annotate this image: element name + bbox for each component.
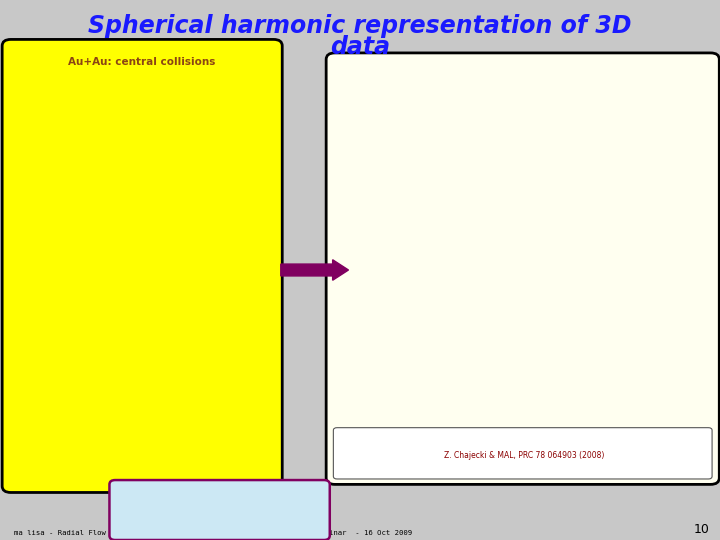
Text: data: data [330, 35, 390, 59]
Legend: experimental CF, fit to exp. CF: experimental CF, fit to exp. CF [199, 202, 260, 220]
Text: $C(Q_{long})$: $C(Q_{long})$ [54, 349, 92, 364]
Text: Au+Au: central collisions: Au+Au: central collisions [68, 57, 215, 67]
Title: $Re\{A^2_2\}$: $Re\{A^2_2\}$ [596, 233, 631, 248]
Text: $C(Q_{out})$: $C(Q_{out})$ [54, 90, 89, 103]
X-axis label: |Q| [GeV/c]: |Q| [GeV/c] [596, 251, 631, 256]
X-axis label: |Q| [GeV/c]: |Q| [GeV/c] [596, 440, 631, 445]
Text: $C(Q_{side})$: $C(Q_{side})$ [54, 214, 91, 227]
Text: ma lisa - Radial Flow in p+p Collisions -  CERN Theory Phenomenology Seminar  - : ma lisa - Radial Flow in p+p Collisions … [14, 530, 413, 536]
Text: Spherical harmonic representation of 3D: Spherical harmonic representation of 3D [89, 14, 631, 37]
Title: $Re\{A^0_0\}$: $Re\{A^0_0\}$ [415, 55, 449, 70]
X-axis label: |Q| [GeV/c]: |Q| [GeV/c] [415, 251, 449, 256]
X-axis label: $Q_{out}$ [GeV/c]: $Q_{out}$ [GeV/c] [131, 496, 175, 507]
Text: 10: 10 [693, 523, 709, 536]
Title: $Re\{A^0_2\}$: $Re\{A^0_2\}$ [596, 55, 631, 70]
Text: Z. Chajecki & MAL, PRC 78 064903 (2008): Z. Chajecki & MAL, PRC 78 064903 (2008) [444, 451, 604, 460]
